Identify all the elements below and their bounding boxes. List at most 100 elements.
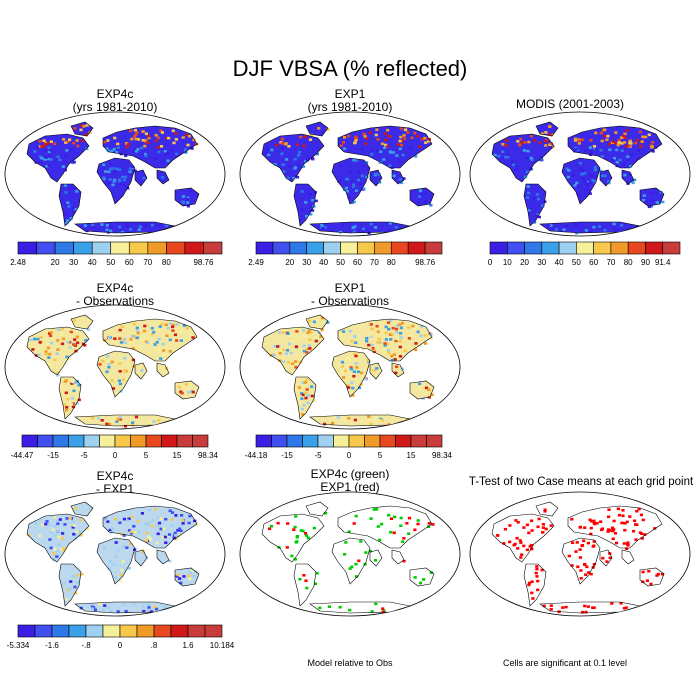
colorbar-swatch <box>306 241 324 255</box>
colorbar-swatch <box>323 241 341 255</box>
colorbar-3: -44.47 -15 -5 0 5 15 98.34 <box>11 434 219 460</box>
colorbar-tick-label: 98.34 <box>432 451 453 460</box>
colorbar-swatch <box>110 241 130 255</box>
colorbar-tick-label: 90 <box>641 258 650 267</box>
map-panel-4 <box>239 304 461 430</box>
colorbar-tick-label: 40 <box>88 258 97 267</box>
colorbar-tick-label: -5 <box>80 451 88 460</box>
colorbar-tick-label: 40 <box>555 258 564 267</box>
colorbar-swatch <box>17 624 36 638</box>
colorbar-swatch <box>128 241 149 255</box>
colorbar-swatch <box>192 434 209 448</box>
colorbar-tick-label: 70 <box>143 258 152 267</box>
colorbar-swatch <box>17 241 37 255</box>
panel-title-line1: EXP4c <box>96 281 134 295</box>
colorbar-swatch <box>153 624 172 638</box>
colorbar-tick-label: -1.6 <box>45 641 59 650</box>
panel-title-exp4c: EXP4c (yrs 1981-2010) <box>40 88 190 114</box>
colorbar-tick-label: 70 <box>606 258 615 267</box>
colorbar-swatch <box>272 241 291 255</box>
colorbar-swatch <box>374 241 392 255</box>
colorbar-tick-label: 1.6 <box>182 641 194 650</box>
colorbar-swatch <box>170 624 189 638</box>
colorbar-tick-label: 20 <box>51 258 60 267</box>
colorbar-swatch <box>166 241 186 255</box>
colorbar-swatch <box>54 241 74 255</box>
colorbar-tick-label: 5 <box>378 451 383 460</box>
colorbar-swatch <box>524 241 543 255</box>
colorbar-swatch <box>286 434 303 448</box>
colorbar-tick-label: 50 <box>572 258 581 267</box>
colorbar-tick-label: 40 <box>319 258 328 267</box>
map-panel-1 <box>239 111 461 237</box>
colorbar-swatch <box>130 434 147 448</box>
colorbar-swatch <box>176 434 193 448</box>
colorbar-swatch <box>541 241 560 255</box>
colorbar-swatch <box>426 434 443 448</box>
colorbar-swatch <box>114 434 131 448</box>
colorbar-tick-label: 0 <box>347 451 352 460</box>
map-panel-0 <box>4 111 226 237</box>
colorbar-tick-label: 30 <box>537 258 546 267</box>
colorbar-tick-label: 0 <box>488 258 493 267</box>
colorbar-tick-label: 80 <box>162 258 171 267</box>
colorbar-tick-label: -44.47 <box>11 451 34 460</box>
panel-title-exp1: EXP1 (yrs 1981-2010) <box>275 88 425 114</box>
panel-title-exp1-obs: EXP1 - Observations <box>275 282 425 308</box>
figure-title: DJF VBSA (% reflected) <box>232 56 468 81</box>
colorbar-tick-label: 2.48 <box>10 258 26 267</box>
panel-title-line2: (yrs 1981-2010) <box>307 100 393 114</box>
panel-title-line2: (yrs 1981-2010) <box>72 100 158 114</box>
colorbar-swatch <box>558 241 577 255</box>
colorbar-swatch <box>34 624 53 638</box>
colorbar-tick-label: 98.76 <box>193 258 214 267</box>
colorbar-tick-label: 50 <box>336 258 345 267</box>
colorbar-swatch <box>161 434 178 448</box>
colorbar-tick-label: 10.184 <box>210 641 235 650</box>
colorbar-tick-label: 20 <box>520 258 529 267</box>
colorbar-swatch <box>395 434 412 448</box>
panel-title-model: EXP4c (green) EXP1 (red) <box>275 468 425 494</box>
colorbar-tick-label: 60 <box>353 258 362 267</box>
panel-title-exp4c-obs: EXP4c - Observations <box>40 282 190 308</box>
colorbar-tick-label: 15 <box>173 451 182 460</box>
colorbar-swatch <box>68 624 87 638</box>
colorbar-swatch <box>147 241 167 255</box>
panel-title-modis: MODIS (2001-2003) <box>490 98 650 111</box>
colorbar-tick-label: -15 <box>281 451 293 460</box>
colorbar-tick-label: -.8 <box>81 641 91 650</box>
colorbar-tick-label: -5 <box>314 451 322 460</box>
colorbar-swatch <box>357 241 375 255</box>
colorbar-swatch <box>102 624 121 638</box>
colorbar-swatch <box>289 241 308 255</box>
note-ttest: Cells are significant at 0.1 level <box>502 658 628 668</box>
map-panel-3 <box>4 304 226 430</box>
colorbar-swatch <box>627 241 646 255</box>
colorbar-swatch <box>145 434 162 448</box>
colorbar-swatch <box>51 624 70 638</box>
colorbar-tick-label: 30 <box>302 258 311 267</box>
colorbar-swatch <box>73 241 93 255</box>
map-panel-5 <box>4 491 226 617</box>
colorbar-tick-label: .8 <box>151 641 158 650</box>
colorbar-tick-label: 5 <box>144 451 149 460</box>
panel-title-line1: EXP4c <box>96 87 134 101</box>
colorbar-swatch <box>340 241 358 255</box>
colorbar-2: 0 10 20 30 40 50 60 70 80 90 91.4 <box>488 241 681 267</box>
colorbar-5: -5.334 -1.6 -.8 0 .8 1.6 10.184 <box>7 624 235 650</box>
colorbar-swatch <box>119 624 138 638</box>
colorbar-swatch <box>187 624 206 638</box>
colorbar-swatch <box>302 434 319 448</box>
colorbar-swatch <box>52 434 69 448</box>
colorbar-tick-label: 2.49 <box>248 258 264 267</box>
colorbar-swatch <box>489 241 508 255</box>
note-model: Model relative to Obs <box>307 658 393 668</box>
colorbar-swatch <box>364 434 381 448</box>
colorbar-swatch <box>91 241 112 255</box>
panel-title-line1: MODIS (2001-2003) <box>515 97 625 111</box>
panel-title-line1: EXP4c (green) <box>310 467 390 481</box>
colorbar-0: 2.48 20 30 40 50 60 70 80 98.76 <box>10 241 223 267</box>
colorbar-swatch <box>255 241 274 255</box>
colorbar-tick-label: 91.4 <box>655 258 671 267</box>
